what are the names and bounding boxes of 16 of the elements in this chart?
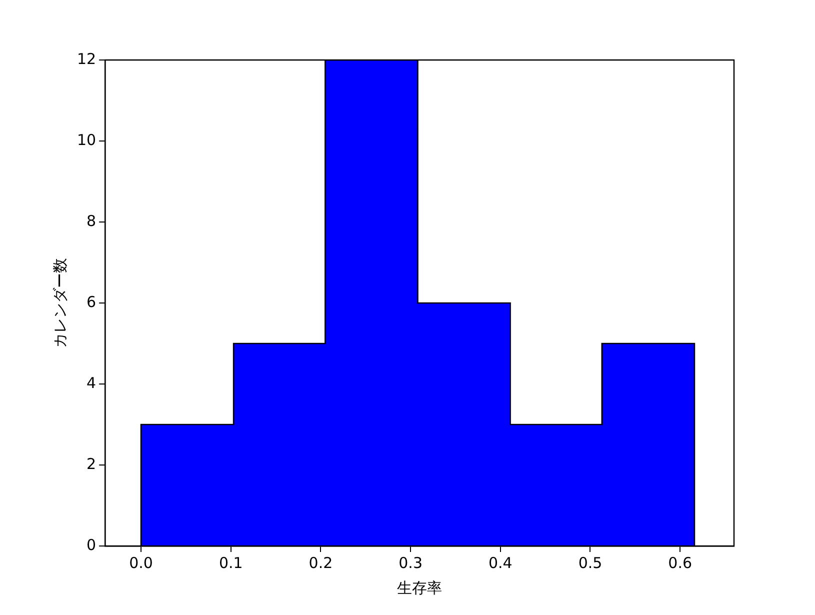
x-tick-label: 0.1 (218, 554, 243, 572)
x-tick-label: 0.4 (488, 554, 512, 572)
y-tick-label: 2 (86, 454, 96, 473)
x-tick-label: 0.2 (308, 554, 333, 572)
x-tick-label: 0.5 (578, 554, 602, 572)
y-tick-label: 12 (76, 50, 96, 68)
x-tick-label: 0.0 (129, 554, 153, 572)
y-tick-label: 0 (86, 536, 96, 554)
y-axis-title: カレンダー数 (50, 258, 69, 348)
x-tick-label: 0.6 (668, 554, 692, 572)
y-tick-label: 4 (86, 374, 96, 392)
y-tick-label: 8 (86, 212, 96, 230)
y-tick-label: 6 (86, 292, 96, 311)
x-axis-title: 生存率 (397, 578, 442, 597)
x-tick-label: 0.3 (398, 554, 422, 572)
y-tick-label: 10 (76, 130, 96, 149)
